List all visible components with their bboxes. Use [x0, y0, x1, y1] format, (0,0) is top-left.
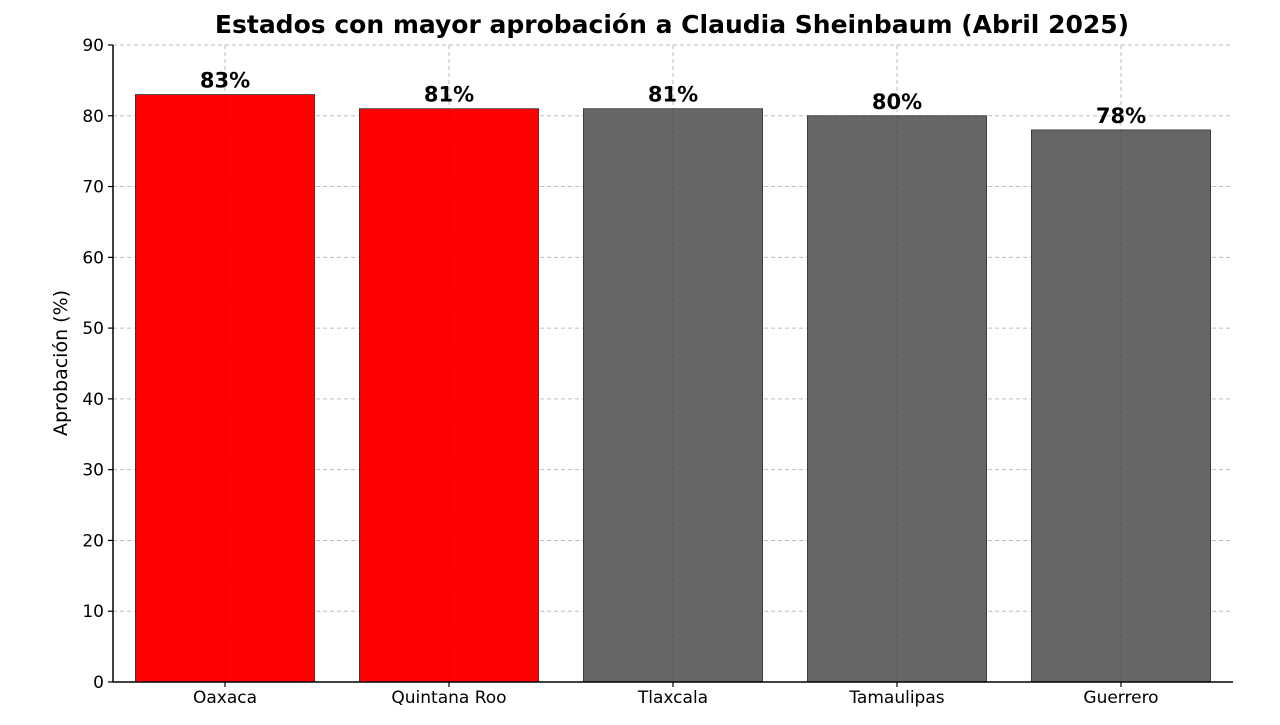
axes: Oaxaca Quintana Roo Tlaxcala Tamaulipas Guer… [82, 36, 1233, 708]
data-label: 81% [648, 83, 698, 107]
y-tick-label: 40 [82, 390, 104, 410]
y-tick-label: 10 [82, 602, 104, 622]
bar-oaxaca [134, 94, 315, 683]
y-tick-label: 70 [82, 178, 104, 198]
data-label: 81% [424, 83, 474, 107]
y-tick-label: 20 [82, 531, 104, 551]
y-tick-label: 80 [82, 107, 104, 127]
y-tick-label: 90 [82, 36, 104, 56]
x-tick-label: Quintana Roo [391, 688, 506, 708]
x-tick-label: Guerrero [1083, 688, 1158, 708]
bars [134, 94, 1212, 683]
y-tick-label: 50 [82, 319, 104, 339]
data-label: 78% [1096, 104, 1146, 128]
chart-title: Estados con mayor aprobación a Claudia S… [215, 10, 1129, 39]
data-label: 83% [200, 69, 250, 93]
x-tick-label: Oaxaca [193, 688, 257, 708]
bar-guerrero [1031, 129, 1212, 683]
bar-quintana-roo [358, 108, 539, 683]
y-tick-label: 60 [82, 248, 104, 268]
y-tick-label: 30 [82, 461, 104, 481]
y-tick-label: 0 [93, 673, 104, 693]
data-labels: 83% 81% 81% 80% 78% [200, 69, 1146, 128]
data-label: 80% [872, 90, 922, 114]
y-axis-label: Aprobación (%) [50, 290, 72, 436]
x-tick-label: Tlaxcala [637, 688, 708, 708]
x-tick-label: Tamaulipas [848, 688, 944, 708]
bar-tamaulipas [807, 115, 988, 683]
bar-tlaxcala [583, 108, 764, 683]
